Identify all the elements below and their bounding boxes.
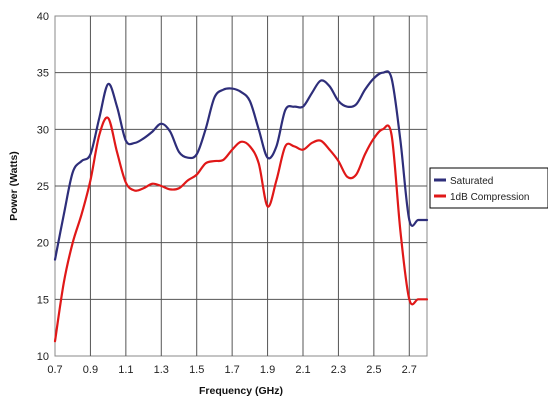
y-tick-label: 35 (37, 68, 49, 80)
series-lines (53, 70, 429, 343)
y-tick-label: 40 (37, 11, 49, 23)
y-axis-ticks: 10 15 20 25 30 35 40 (37, 11, 49, 363)
x-tick-label: 0.9 (83, 364, 98, 376)
x-tick-label: 1.1 (118, 364, 133, 376)
x-axis-title: Frequency (GHz) (199, 385, 283, 397)
x-tick-label: 0.7 (47, 364, 62, 376)
x-tick-label: 2.7 (402, 364, 417, 376)
y-tick-label: 25 (37, 181, 49, 193)
x-axis-ticks: 0.7 0.9 1.1 1.3 1.5 1.7 1.9 2.1 2.3 2.5 2.7 (47, 364, 417, 376)
x-tick-label: 2.3 (331, 364, 346, 376)
x-tick-label: 1.9 (260, 364, 275, 376)
legend: Saturated 1dB Compression (429, 167, 548, 209)
y-tick-label: 20 (37, 238, 49, 250)
legend-box (429, 167, 548, 209)
x-tick-label: 1.5 (189, 364, 204, 376)
y-tick-label: 10 (37, 351, 49, 363)
y-axis-title: Power (Watts) (8, 151, 20, 221)
y-tick-label: 15 (37, 294, 49, 306)
legend-label-1db-compression: 1dB Compression (450, 192, 529, 203)
x-tick-label: 1.7 (224, 364, 239, 376)
y-tick-label: 30 (37, 124, 49, 136)
series-line-saturated (53, 70, 429, 261)
x-tick-label: 2.5 (366, 364, 381, 376)
x-tick-label: 2.1 (295, 364, 310, 376)
x-tick-label: 1.3 (154, 364, 169, 376)
legend-label-saturated: Saturated (450, 176, 493, 187)
series-line-1db-compression (53, 116, 429, 343)
gridlines (55, 16, 427, 356)
